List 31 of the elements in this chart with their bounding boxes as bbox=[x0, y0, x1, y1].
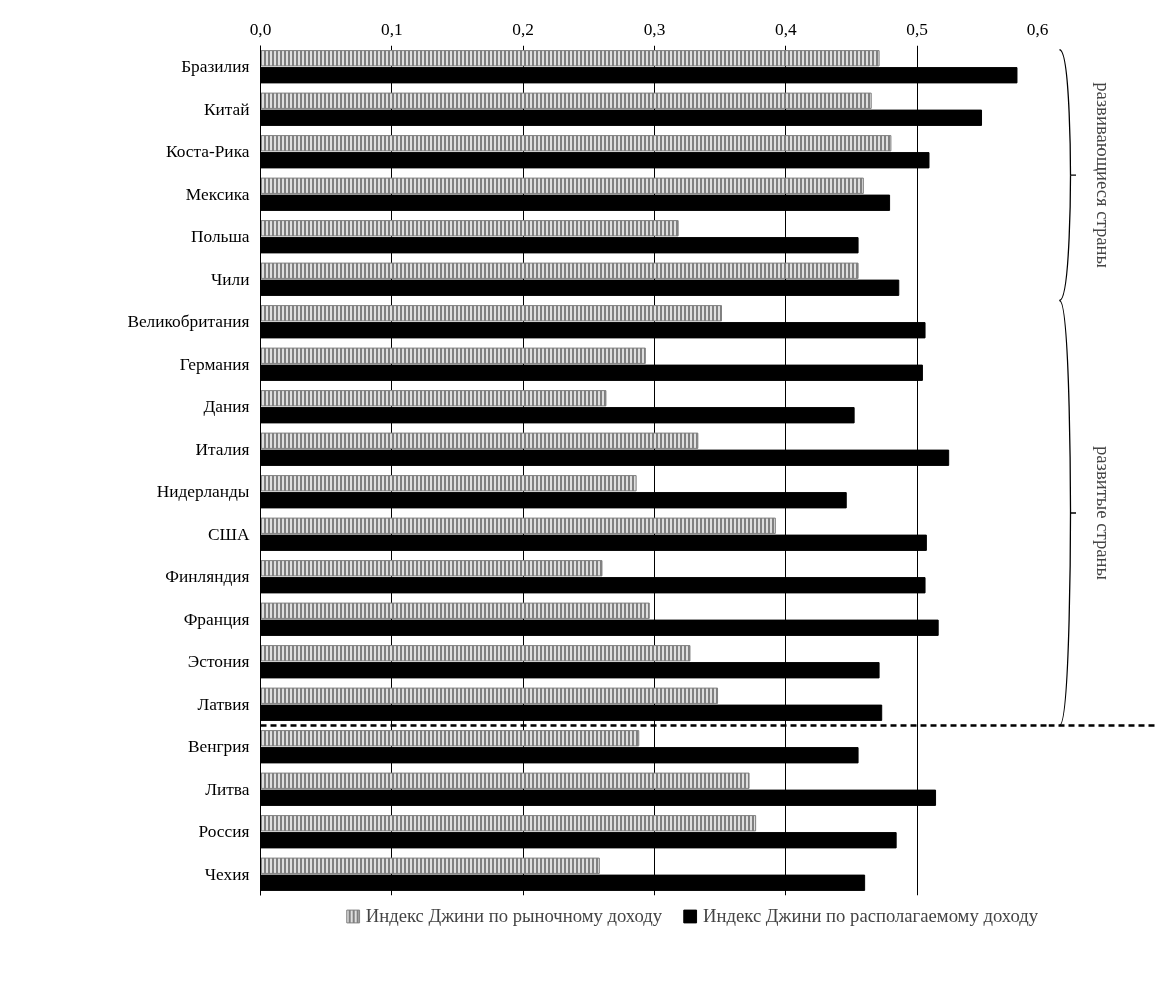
y-tick-label: Польша bbox=[190, 227, 250, 247]
y-tick-label: Коста-Рика bbox=[166, 142, 250, 162]
x-tick-label: 0,3 bbox=[643, 19, 666, 39]
y-tick-label: Италия bbox=[195, 439, 250, 459]
y-tick-label: Великобритания bbox=[127, 312, 250, 332]
y-tick-label: Бразилия bbox=[181, 57, 250, 77]
text: развитые страны bbox=[1093, 445, 1114, 581]
y-tick-label: Дания bbox=[203, 397, 250, 417]
y-tick-label: Германия bbox=[179, 354, 250, 374]
y-tick-label: Нидерланды bbox=[156, 482, 250, 502]
y-tick-label: США bbox=[207, 524, 250, 544]
y-tick-label: Литва bbox=[205, 779, 250, 799]
x-tick-label: 0,6 bbox=[1026, 19, 1049, 39]
y-tick-label: Венгрия bbox=[187, 737, 250, 757]
y-tick-label: Китай bbox=[203, 99, 250, 119]
y-tick-label: Чехия bbox=[204, 864, 250, 884]
y-tick-label: Мексика bbox=[185, 184, 250, 204]
text: развивающиеся страны bbox=[1093, 82, 1114, 269]
x-tick-label: 0,0 bbox=[249, 19, 272, 39]
legend-label: Индекс Джини по рыночному доходу bbox=[365, 905, 663, 927]
x-tick-label: 0,2 bbox=[512, 19, 535, 39]
y-tick-label: Финляндия bbox=[165, 567, 250, 587]
x-tick-label: 0,5 bbox=[906, 19, 929, 39]
x-tick-label: 0,4 bbox=[775, 19, 797, 39]
y-tick-label: Франция bbox=[183, 609, 250, 629]
y-tick-label: Чили bbox=[211, 269, 250, 289]
y-tick-label: Россия bbox=[198, 822, 250, 842]
y-tick-label: Эстония bbox=[187, 652, 250, 672]
x-tick-label: 0,1 bbox=[381, 19, 403, 39]
legend-label: Индекс Джини по располагаемому доходу bbox=[703, 905, 1038, 927]
y-tick-label: Латвия bbox=[197, 694, 250, 714]
